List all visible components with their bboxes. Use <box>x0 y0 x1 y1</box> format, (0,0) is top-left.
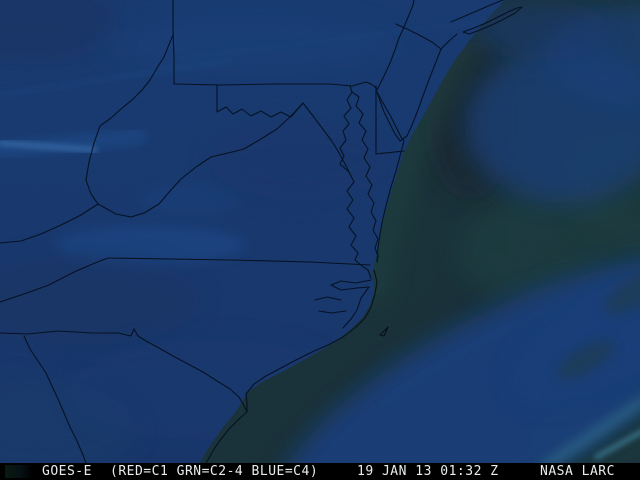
border-delaware-river <box>376 0 415 91</box>
coast-long-island <box>462 6 523 35</box>
image-timestamp: 19 JAN 13 01:32 Z <box>357 464 499 479</box>
coast-outer-banks <box>205 269 378 463</box>
border-wv-va <box>97 102 304 218</box>
satellite-map <box>0 0 640 463</box>
satellite-composite-image <box>0 0 640 463</box>
border-va-nc <box>107 257 371 266</box>
caption-bar: GOES-E (RED=C1 GRN=C2-4 BLUE=C4) 19 JAN … <box>0 463 640 480</box>
satellite-label: GOES-E <box>42 464 92 479</box>
border-sc-ga <box>23 335 87 463</box>
border-va-ky <box>0 203 99 244</box>
border-nc-sc <box>0 328 248 413</box>
noise-overlay-light <box>0 0 640 463</box>
border-tn-nc <box>0 257 109 303</box>
border-ohio-river <box>85 34 174 205</box>
coast-chesapeake-west-lower <box>346 171 369 271</box>
border-potomac-upper <box>216 84 304 118</box>
coast-chesapeake-west-upper <box>339 91 353 173</box>
coast-connecticut <box>450 0 504 23</box>
border-nj-ny <box>395 23 458 50</box>
border-delaware <box>375 85 405 155</box>
coast-delmarva <box>376 140 405 263</box>
border-pa-west <box>172 0 175 85</box>
coast-chesapeake-east <box>349 85 379 263</box>
channel-legend: (RED=C1 GRN=C2-4 BLUE=C4) <box>110 464 319 479</box>
credit-label: NASA LARC <box>540 464 615 479</box>
border-potomac-tidal <box>302 102 350 173</box>
corner-artifact <box>5 465 32 478</box>
coast-cape-lookout <box>379 326 389 337</box>
coast-delaware-bay <box>376 91 405 142</box>
coast-pamlico-inner <box>342 286 370 329</box>
state-boundaries <box>0 0 523 463</box>
coast-pamlico-rivers <box>314 296 347 314</box>
coast-new-jersey <box>376 48 442 142</box>
coast-albemarle-sound <box>330 269 372 291</box>
